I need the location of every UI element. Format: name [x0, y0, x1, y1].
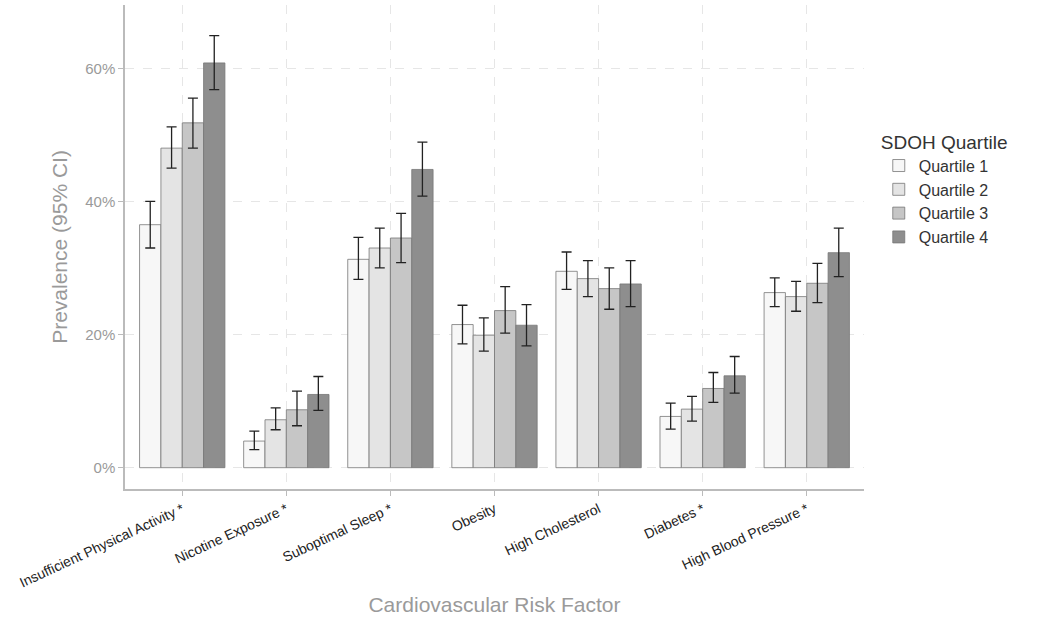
svg-text:High Cholesterol: High Cholesterol — [502, 500, 603, 558]
svg-text:40%: 40% — [85, 193, 115, 210]
svg-text:Prevalence (95% CI): Prevalence (95% CI) — [48, 150, 71, 344]
svg-text:Insufficient Physical Activity: Insufficient Physical Activity * — [17, 500, 187, 591]
svg-text:Quartile 3: Quartile 3 — [919, 205, 988, 222]
svg-text:Obesity: Obesity — [449, 500, 499, 535]
svg-text:Quartile 4: Quartile 4 — [919, 229, 988, 246]
svg-text:60%: 60% — [85, 60, 115, 77]
svg-text:High Blood Pressure *: High Blood Pressure * — [679, 500, 811, 573]
svg-text:Quartile 2: Quartile 2 — [919, 182, 988, 199]
svg-text:Cardiovascular Risk Factor: Cardiovascular Risk Factor — [368, 593, 620, 616]
svg-text:Nicotine Exposure *: Nicotine Exposure * — [172, 500, 291, 567]
svg-text:20%: 20% — [85, 326, 115, 343]
svg-text:0%: 0% — [94, 459, 116, 476]
svg-text:Quartile 1: Quartile 1 — [919, 158, 988, 175]
svg-text:Suboptimal Sleep *: Suboptimal Sleep * — [280, 500, 395, 565]
svg-text:SDOH Quartile: SDOH Quartile — [881, 132, 1008, 153]
svg-text:Diabetes *: Diabetes * — [642, 500, 708, 542]
